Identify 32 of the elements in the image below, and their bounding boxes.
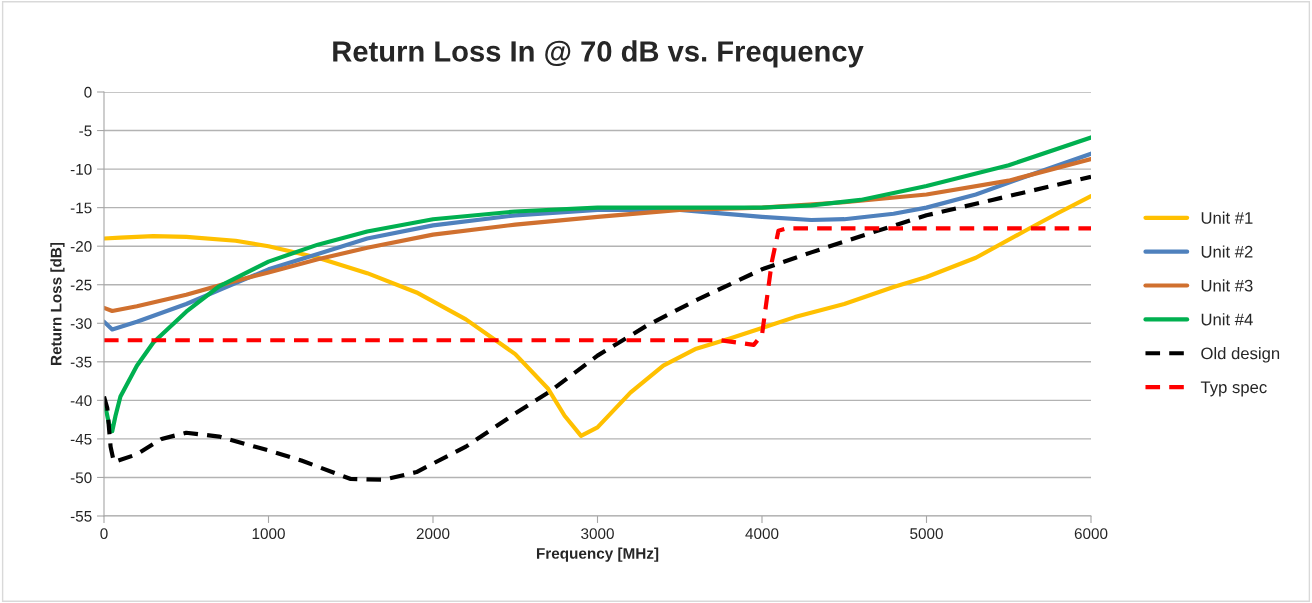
- legend-label: Typ spec: [1200, 381, 1267, 397]
- x-tick-label: 4000: [745, 528, 779, 540]
- chart-title: Return Loss In @ 70 dB vs. Frequency: [333, 40, 864, 68]
- legend-label: Unit #3: [1201, 279, 1253, 292]
- line-series: [104, 193, 1091, 438]
- y-tick-label: -35: [70, 356, 92, 368]
- y-tick-label: -20: [70, 241, 92, 252]
- y-tick-label: 0: [84, 86, 92, 98]
- y-tick-label: -15: [70, 202, 92, 214]
- x-tick-label: 1000: [252, 528, 285, 540]
- y-axis-title: Return Loss [dB]: [50, 242, 65, 365]
- x-tick-label: 2000: [416, 528, 450, 540]
- y-tick-label: -5: [79, 125, 92, 137]
- x-tick-label: 6000: [1074, 528, 1108, 540]
- legend-label: Unit #1: [1201, 211, 1253, 224]
- legend-label: Unit #4: [1201, 313, 1253, 326]
- y-tick-label: -30: [70, 318, 92, 329]
- x-tick-label: 3000: [581, 528, 614, 540]
- y-tick-label: -45: [70, 433, 92, 445]
- legend-label: Old design: [1201, 347, 1280, 363]
- y-tick-label: -40: [70, 395, 92, 407]
- y-tick-label: -50: [70, 472, 92, 484]
- line-series: [104, 226, 1091, 347]
- y-tick-label: -55: [70, 511, 92, 522]
- line-series: [104, 135, 1091, 434]
- y-tick-label: -10: [70, 163, 92, 175]
- x-tick-label: 5000: [910, 528, 943, 540]
- legend-label: Unit #2: [1201, 245, 1253, 258]
- y-tick-label: -25: [70, 279, 92, 291]
- line-series: [104, 174, 1091, 482]
- x-tick-label: 0: [100, 528, 108, 540]
- x-axis-title: Frequency [MHz]: [536, 547, 659, 562]
